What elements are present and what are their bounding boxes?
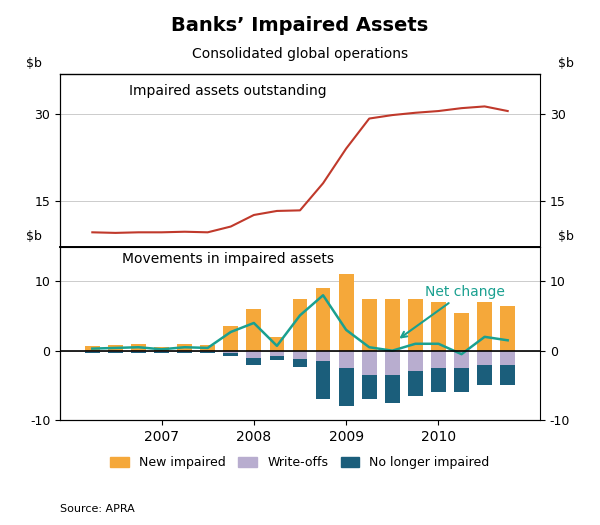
Legend: New impaired, Write-offs, No longer impaired: New impaired, Write-offs, No longer impa… [106,451,494,474]
Bar [177,351,192,352]
Bar [200,345,215,351]
Bar [339,275,353,351]
Bar [85,351,100,352]
Bar [247,358,261,364]
Text: $b: $b [26,230,42,243]
Bar [454,312,469,351]
Bar [316,361,331,399]
Bar [385,351,400,375]
Text: Source: APRA: Source: APRA [60,505,135,514]
Bar [500,306,515,351]
Bar [247,309,261,351]
Bar [408,299,423,351]
Bar [454,351,469,368]
Bar [247,351,261,358]
Bar [177,352,192,353]
Text: $b: $b [558,57,574,70]
Text: Banks’ Impaired Assets: Banks’ Impaired Assets [172,16,428,35]
Bar [500,351,515,364]
Bar [269,337,284,351]
Bar [154,352,169,353]
Text: $b: $b [558,230,574,243]
Bar [477,351,492,364]
Text: Consolidated global operations: Consolidated global operations [192,47,408,61]
Bar [85,352,100,353]
Text: Impaired assets outstanding: Impaired assets outstanding [129,84,327,98]
Bar [223,351,238,353]
Bar [339,368,353,406]
Bar [131,352,146,353]
Text: Movements in impaired assets: Movements in impaired assets [122,252,334,266]
Bar [431,368,446,392]
Bar [154,346,169,351]
Bar [431,302,446,351]
Bar [293,359,307,368]
Bar [408,351,423,372]
Bar [108,351,123,352]
Bar [108,352,123,353]
Bar [131,351,146,352]
Text: Net change: Net change [401,285,505,338]
Bar [362,299,377,351]
Bar [500,364,515,385]
Bar [293,299,307,351]
Bar [200,351,215,352]
Bar [200,352,215,353]
Bar [431,351,446,368]
Bar [85,346,100,351]
Bar [223,353,238,356]
Bar [154,351,169,352]
Bar [408,372,423,396]
Bar [477,302,492,351]
Bar [316,288,331,351]
Bar [293,351,307,359]
Bar [385,299,400,351]
Bar [223,327,238,351]
Bar [385,375,400,403]
Bar [131,344,146,351]
Bar [316,351,331,361]
Bar [477,364,492,385]
Bar [454,368,469,392]
Bar [362,351,377,375]
Bar [177,344,192,351]
Bar [269,356,284,360]
Bar [339,351,353,368]
Text: $b: $b [26,57,42,70]
Bar [269,351,284,356]
Bar [362,375,377,399]
Bar [108,345,123,351]
